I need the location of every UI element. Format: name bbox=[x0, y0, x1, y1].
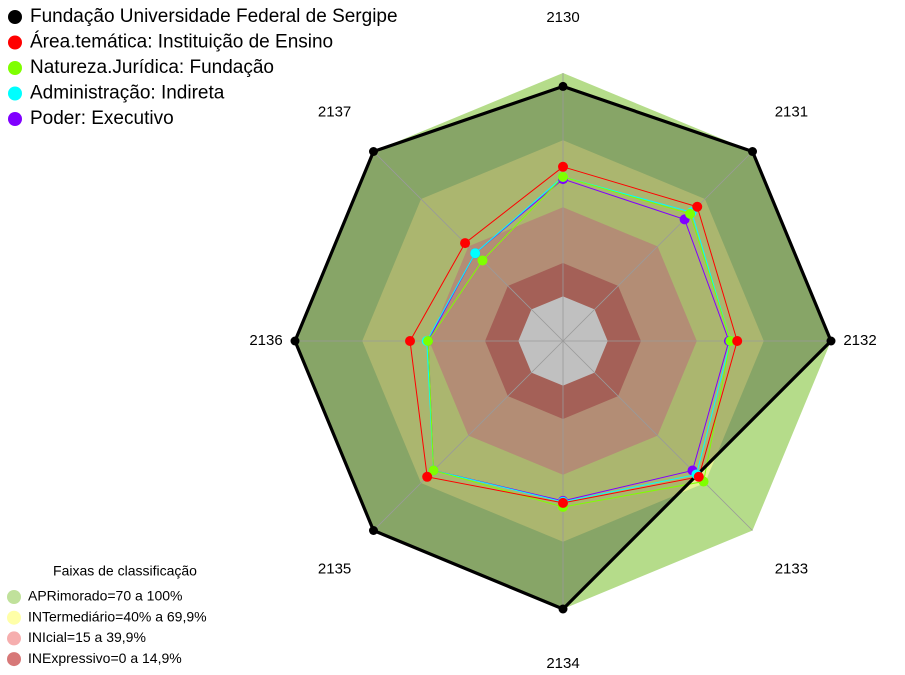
legend-label: Administração: Indireta bbox=[30, 83, 225, 104]
legend-marker bbox=[8, 86, 22, 101]
bands-legend-marker bbox=[7, 590, 21, 604]
legend-marker bbox=[8, 112, 22, 126]
bands-legend-label: INTermediário=40% a 69,9% bbox=[28, 608, 207, 624]
series-point bbox=[290, 336, 300, 346]
series-point bbox=[460, 238, 471, 249]
series-point bbox=[470, 248, 481, 259]
legend-label: Fundação Universidade Federal de Sergipe bbox=[30, 6, 398, 27]
bands-legend-label: INExpressivo=0 a 14,9% bbox=[28, 650, 182, 666]
series-point bbox=[692, 201, 703, 212]
axis-label: 2134 bbox=[546, 655, 579, 672]
bands-legend-marker bbox=[7, 652, 21, 667]
series-point bbox=[422, 471, 433, 482]
series-point bbox=[748, 146, 758, 156]
series-point bbox=[558, 161, 568, 172]
legend-label: Natureza.Jurídica: Fundação bbox=[30, 57, 274, 78]
series-point bbox=[693, 471, 704, 482]
legend-marker bbox=[8, 10, 22, 24]
series-point bbox=[685, 208, 696, 219]
series-point bbox=[368, 146, 378, 156]
spoke bbox=[562, 151, 753, 342]
series-point bbox=[423, 336, 434, 346]
series-point bbox=[558, 604, 568, 614]
series-point bbox=[428, 465, 439, 476]
legend-marker bbox=[8, 35, 22, 50]
axis-label: 2133 bbox=[775, 560, 808, 577]
series-point bbox=[732, 336, 743, 346]
axis-label: 2136 bbox=[249, 332, 282, 349]
bands-legend-title: Faixas de classificação bbox=[53, 563, 197, 579]
series-line bbox=[293, 84, 833, 611]
series-point bbox=[477, 255, 488, 266]
spoke bbox=[562, 340, 753, 531]
bands-legend-label: INIcial=15 a 39,9% bbox=[28, 629, 146, 645]
axis-label: 2131 bbox=[775, 104, 808, 121]
bands-legend-marker bbox=[7, 631, 21, 646]
legend-label: Poder: Executivo bbox=[30, 108, 174, 129]
series-point bbox=[368, 526, 378, 536]
bands-legend-marker bbox=[7, 610, 21, 625]
bands-legend-label: APRimorado=70 a 100% bbox=[28, 588, 183, 604]
axis-label: 2137 bbox=[318, 104, 351, 121]
series-point bbox=[405, 336, 416, 346]
series-point bbox=[558, 81, 568, 91]
legend-label: Área.temática: Instituição de Ensino bbox=[30, 32, 333, 53]
axis-label: 2135 bbox=[318, 560, 351, 577]
series-point bbox=[826, 336, 836, 346]
axis-label: 2130 bbox=[546, 9, 579, 26]
legend-marker bbox=[8, 61, 22, 75]
spoke bbox=[373, 340, 564, 531]
axis-label: 2132 bbox=[843, 332, 876, 349]
series-point bbox=[558, 171, 568, 182]
series-point bbox=[558, 497, 568, 508]
